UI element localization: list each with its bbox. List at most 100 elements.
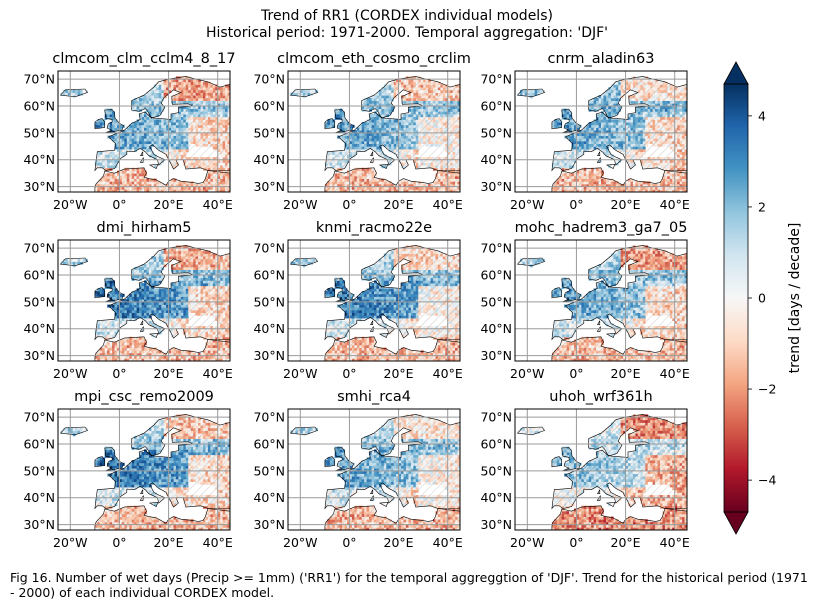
x-tick-label: 0° bbox=[342, 535, 356, 550]
y-tick-label: 70°N bbox=[480, 241, 512, 256]
panel-title: cnrm_aladin63 bbox=[548, 51, 655, 67]
panel-title: mpi_csc_remo2009 bbox=[74, 389, 214, 405]
y-tick-label: 40°N bbox=[23, 152, 55, 167]
x-tick-label: 20°W bbox=[283, 366, 318, 381]
x-tick-label: 40°E bbox=[433, 366, 463, 381]
y-tick-label: 50°N bbox=[23, 294, 55, 309]
y-tick-label: 30°N bbox=[480, 517, 512, 532]
x-tick-label: 0° bbox=[569, 535, 583, 550]
x-tick-label: 40°E bbox=[203, 366, 233, 381]
colorbar-gradient bbox=[724, 84, 748, 512]
y-tick-label: 30°N bbox=[23, 517, 55, 532]
y-tick-label: 40°N bbox=[480, 490, 512, 505]
x-tick-label: 20°E bbox=[611, 535, 641, 550]
x-tick-label: 0° bbox=[112, 535, 126, 550]
y-tick-label: 70°N bbox=[23, 72, 55, 87]
map-panel: smhi_rca420°W 0° 20°E 40°E70°N60°N50°N40°N3… bbox=[253, 389, 462, 550]
y-tick-label: 40°N bbox=[480, 152, 512, 167]
colorbar-extend-min bbox=[724, 512, 748, 534]
panel-title: uhoh_wrf361h bbox=[549, 389, 652, 405]
x-tick-label: 0° bbox=[342, 197, 356, 212]
panel-title: smhi_rca4 bbox=[337, 389, 411, 405]
y-tick-label: 60°N bbox=[23, 267, 55, 282]
x-tick-label: 20°E bbox=[384, 366, 414, 381]
y-tick-label: 70°N bbox=[480, 410, 512, 425]
colorbar-tick-label: −2 bbox=[758, 382, 776, 397]
x-tick-label: 0° bbox=[112, 366, 126, 381]
y-tick-label: 60°N bbox=[480, 436, 512, 451]
trend-field bbox=[515, 240, 687, 361]
y-tick-label: 30°N bbox=[253, 348, 285, 363]
map-panel: clmcom_eth_cosmo_crclim20°W 0° 20°E 40°E70°… bbox=[253, 51, 470, 212]
x-tick-label: 20°W bbox=[283, 535, 318, 550]
map-panel: mohc_hadrem3_ga7_05 20°W 0° 20°E 40°E 70°N 60°… bbox=[480, 220, 689, 381]
y-tick-label: 50°N bbox=[480, 125, 512, 140]
y-tick-label: 30°N bbox=[23, 348, 55, 363]
y-tick-label: 50°N bbox=[480, 463, 512, 478]
y-tick-label: 30°N bbox=[23, 179, 55, 194]
y-tick-label: 50°N bbox=[23, 125, 55, 140]
trend-field bbox=[58, 71, 230, 192]
y-tick-label: 60°N bbox=[480, 98, 512, 113]
y-tick-label: 70°N bbox=[23, 241, 55, 256]
panel-title: mohc_hadrem3_ga7_05 bbox=[515, 220, 688, 236]
colorbar-tick-label: 2 bbox=[758, 199, 766, 214]
panel-title: clmcom_clm_cclm4_8_17 bbox=[52, 51, 235, 67]
colorbar-extend-max bbox=[724, 62, 748, 84]
x-tick-label: 20°E bbox=[154, 535, 184, 550]
y-tick-label: 40°N bbox=[480, 321, 512, 336]
y-tick-label: 30°N bbox=[253, 517, 285, 532]
x-tick-label: 40°E bbox=[203, 197, 233, 212]
colorbar-tick-label: 4 bbox=[758, 108, 766, 123]
x-tick-label: 40°E bbox=[660, 366, 690, 381]
x-tick-label: 40°E bbox=[660, 197, 690, 212]
y-tick-label: 50°N bbox=[253, 125, 285, 140]
y-tick-label: 70°N bbox=[253, 72, 285, 87]
trend-field bbox=[288, 71, 460, 192]
x-tick-label: 20°E bbox=[154, 197, 184, 212]
colorbar-tick-label: 0 bbox=[758, 291, 766, 306]
y-tick-label: 70°N bbox=[253, 241, 285, 256]
x-tick-label: 40°E bbox=[433, 197, 463, 212]
y-tick-label: 40°N bbox=[23, 490, 55, 505]
y-tick-label: 40°N bbox=[253, 152, 285, 167]
x-tick-label: 20°W bbox=[510, 366, 545, 381]
x-tick-label: 20°E bbox=[154, 366, 184, 381]
figure-canvas: clmcom_clm_cclm4_8_17 20°W 0° 20°E 40°E 70°N 6… bbox=[0, 0, 814, 560]
figure-caption: Fig 16. Number of wet days (Precip >= 1m… bbox=[10, 570, 810, 600]
x-tick-label: 0° bbox=[342, 366, 356, 381]
y-tick-label: 60°N bbox=[480, 267, 512, 282]
x-tick-label: 0° bbox=[569, 366, 583, 381]
y-tick-label: 70°N bbox=[23, 410, 55, 425]
y-tick-label: 50°N bbox=[253, 463, 285, 478]
map-panels: clmcom_clm_cclm4_8_17 20°W 0° 20°E 40°E 70°N 6… bbox=[23, 51, 689, 550]
y-tick-label: 60°N bbox=[23, 436, 55, 451]
y-tick-label: 30°N bbox=[480, 179, 512, 194]
x-tick-label: 40°E bbox=[660, 535, 690, 550]
trend-field bbox=[515, 409, 687, 530]
x-tick-label: 40°E bbox=[203, 535, 233, 550]
colorbar: 4 2 0 −2 −4 trend [days / decade] bbox=[724, 62, 803, 534]
panel-title: knmi_racmo22e bbox=[316, 220, 432, 236]
x-tick-label: 20°E bbox=[611, 366, 641, 381]
x-tick-label: 20°W bbox=[510, 197, 545, 212]
y-tick-label: 30°N bbox=[253, 179, 285, 194]
y-tick-label: 50°N bbox=[480, 294, 512, 309]
x-tick-label: 20°E bbox=[384, 535, 414, 550]
y-tick-label: 30°N bbox=[480, 348, 512, 363]
trend-field bbox=[288, 240, 460, 361]
map-panel: uhoh_wrf361h 20°W 0° 20°E 40°E 70°N 60°N 50°N 40… bbox=[480, 389, 689, 550]
x-tick-label: 20°W bbox=[53, 197, 88, 212]
map-panel: dmi_hirham520°W 0° 20°E 40°E70°N60°N50°N40°… bbox=[23, 220, 232, 381]
y-tick-label: 70°N bbox=[480, 72, 512, 87]
y-tick-label: 40°N bbox=[253, 321, 285, 336]
trend-field bbox=[288, 409, 460, 530]
x-tick-label: 0° bbox=[112, 197, 126, 212]
panel-title: clmcom_eth_cosmo_crclim bbox=[277, 51, 471, 67]
trend-field bbox=[58, 240, 230, 361]
y-tick-label: 50°N bbox=[253, 294, 285, 309]
y-tick-label: 60°N bbox=[253, 436, 285, 451]
map-panel: knmi_racmo22e 20°W 0° 20°E 40°E 70°N 60°N 50°N 4… bbox=[253, 220, 462, 381]
y-tick-label: 40°N bbox=[253, 490, 285, 505]
y-tick-label: 70°N bbox=[253, 410, 285, 425]
